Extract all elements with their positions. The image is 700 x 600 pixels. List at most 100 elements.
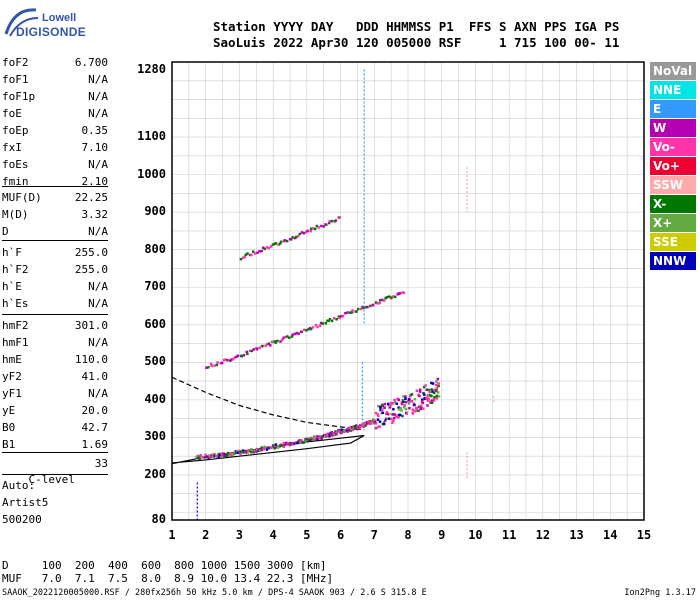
echo-point: [434, 383, 438, 387]
echo-point: [425, 388, 428, 391]
echo-point: [296, 234, 300, 238]
param-row: hmF2 301.0: [2, 318, 108, 334]
echo-point: [394, 415, 398, 418]
echo-point: [309, 438, 312, 441]
echo-point: [258, 449, 262, 452]
y-tick-label: 1000: [137, 166, 166, 181]
echo-point: [359, 424, 362, 427]
echo-point: [398, 292, 402, 295]
echo-point: [330, 319, 334, 323]
echo-point: [282, 336, 285, 340]
chart-grid: [171, 62, 645, 520]
echo-point: [226, 358, 229, 362]
param-row: h`Es N/A: [2, 296, 108, 312]
echo-point: [242, 256, 245, 259]
echo-point: [282, 441, 286, 445]
echo-point: [218, 453, 222, 456]
echo-point: [332, 431, 335, 435]
echo-point: [366, 305, 369, 309]
param-value: 3.32: [81, 208, 109, 221]
echo-point: [435, 394, 439, 398]
x-tick-label: 10: [468, 528, 483, 542]
echo-point: [419, 404, 423, 407]
echo-point: [427, 393, 431, 397]
echo-point: [401, 399, 405, 402]
echo-point: [315, 435, 319, 438]
echo-point: [433, 388, 437, 392]
digisonde-logo: Lowell DIGISONDE: [2, 4, 112, 40]
echo-point: [385, 410, 389, 414]
echo-point: [306, 437, 309, 441]
param-row: B1 1.69: [2, 437, 108, 453]
echo-point: [312, 437, 315, 440]
legend-item: NNE: [650, 81, 696, 99]
echo-point: [400, 401, 403, 404]
y-tick-label: 80: [151, 512, 166, 526]
echo-point: [285, 239, 289, 243]
echo-point: [285, 335, 289, 338]
echo-point: [235, 449, 239, 453]
param-row: h`F2 255.0: [2, 262, 108, 278]
echo-point: [245, 350, 249, 354]
param-row: D N/A: [2, 224, 108, 240]
echo-point: [265, 446, 268, 449]
echo-point: [390, 403, 393, 406]
echo-point: [291, 236, 294, 239]
param-row: yE 20.0: [2, 403, 108, 419]
echo-point: [379, 405, 382, 409]
echo-point: [373, 419, 377, 423]
echo-point: [426, 404, 429, 407]
echo-point: [373, 420, 377, 424]
echo-point: [288, 441, 292, 445]
echo-point: [377, 414, 380, 417]
echo-point: [309, 227, 313, 230]
legend-item: SSE: [650, 233, 696, 251]
echo-point: [384, 412, 388, 416]
legend-item: SSW: [650, 176, 696, 194]
echo-point: [352, 427, 355, 431]
echo-point: [391, 421, 394, 424]
param-row: foEp 0.35: [2, 123, 108, 139]
echo-point: [382, 422, 386, 426]
echo-point: [377, 404, 380, 408]
echo-point: [243, 255, 247, 258]
plot-frame: [171, 61, 645, 521]
echo-point: [307, 327, 310, 331]
echo-point: [376, 302, 380, 305]
x-tick-label: 15: [636, 528, 652, 542]
echo-point: [425, 396, 428, 400]
echo-point: [220, 452, 223, 455]
echo-point: [378, 301, 381, 305]
echo-point: [320, 224, 323, 228]
echo-point: [311, 227, 315, 230]
echo-point: [291, 333, 294, 336]
echo-point: [432, 397, 436, 401]
logo-lowell: Lowell: [42, 12, 77, 24]
echo-point: [392, 419, 395, 423]
param-value: N/A: [88, 73, 108, 86]
echo-point: [274, 242, 278, 245]
echo-point: [293, 332, 297, 336]
echo-point: [292, 442, 296, 445]
x-tick-label: 3: [235, 528, 244, 542]
echo-point: [380, 298, 384, 302]
echo-point: [404, 400, 408, 404]
separator: [2, 186, 108, 187]
param-value: 42.7: [81, 421, 109, 434]
echo-point: [204, 455, 208, 459]
param-value: 22.25: [74, 191, 108, 204]
echo-point: [430, 401, 434, 405]
y-tick-label: 600: [144, 316, 166, 331]
echo-point: [279, 340, 282, 343]
echo-point: [326, 434, 329, 438]
echo-point: [374, 411, 378, 415]
echo-point: [277, 445, 280, 449]
echo-point: [423, 393, 426, 396]
param-row: hmE 110.0: [2, 352, 108, 368]
param-label: foEp: [2, 124, 29, 137]
echo-point: [260, 448, 264, 452]
echo-point: [344, 312, 347, 315]
echo-point: [210, 364, 214, 368]
param-row: h`F 255.0: [2, 245, 108, 261]
